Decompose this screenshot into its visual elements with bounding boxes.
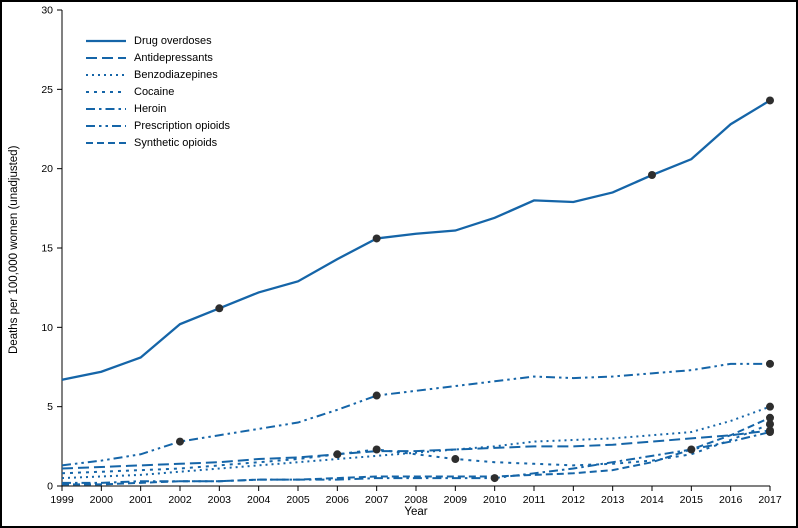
legend-item-drug-overdoses: Drug overdoses: [86, 32, 230, 49]
x-tick-label: 2013: [601, 494, 625, 506]
legend-label-prescription-opioids: Prescription opioids: [134, 119, 230, 132]
x-tick-label: 2002: [168, 494, 192, 506]
x-tick-label: 2003: [208, 494, 232, 506]
joinpoint-marker-synthetic-opioids: [766, 413, 774, 422]
legend-line-sample-drug-overdoses: [86, 39, 126, 42]
x-tick-label: 2006: [326, 494, 350, 506]
legend-label-antidepressants: Antidepressants: [134, 51, 213, 64]
legend-item-synthetic-opioids: Synthetic opioids: [86, 134, 230, 151]
x-tick-label: 2004: [247, 494, 271, 506]
series-line-antidepressants: [61, 429, 771, 470]
legend-line-sample-benzodiazepines: [86, 73, 126, 76]
legend-line-sample-heroin: [86, 107, 126, 110]
joinpoint-marker-prescription-opioids: [176, 437, 184, 446]
x-tick-label: 2001: [129, 494, 153, 506]
joinpoint-marker-prescription-opioids: [372, 391, 381, 400]
joinpoint-marker-cocaine: [766, 420, 774, 429]
series-line-cocaine: [61, 423, 771, 475]
y-tick-label: 20: [41, 163, 53, 175]
joinpoint-marker-heroin: [766, 428, 774, 437]
y-tick-label: 30: [41, 5, 53, 17]
joinpoint-marker-synthetic-opioids: [687, 445, 696, 454]
joinpoint-marker-cocaine: [451, 455, 460, 464]
series-line-prescription-opioids: [61, 362, 770, 467]
x-tick-label: 2005: [286, 494, 310, 506]
legend-item-heroin: Heroin: [86, 100, 230, 117]
x-tick-label: 2015: [680, 494, 704, 506]
joinpoint-marker-drug-overdoses: [372, 234, 381, 243]
x-tick-label: 2010: [483, 494, 507, 506]
y-tick-label: 5: [47, 401, 53, 413]
legend-label-synthetic-opioids: Synthetic opioids: [134, 136, 218, 149]
joinpoint-marker-cocaine: [372, 445, 381, 454]
x-tick-label: 2008: [404, 494, 428, 506]
y-axis-title: Deaths per 100,000 women (unadjusted): [8, 145, 20, 355]
chart-legend: Drug overdoses Antidepressants Benzodiazep…: [86, 32, 230, 151]
y-tick-label: 15: [41, 243, 53, 255]
joinpoint-marker-drug-overdoses: [766, 96, 774, 105]
x-tick-label: 2016: [719, 494, 743, 506]
series-line-benzodiazepines: [61, 405, 771, 480]
series-line-synthetic-opioids: [62, 416, 771, 486]
legend-line-sample-cocaine: [86, 90, 126, 93]
legend-label-benzodiazepines: Benzodiazepines: [134, 68, 218, 81]
x-axis-title: Year: [404, 506, 428, 518]
legend-line-sample-synthetic-opioids: [86, 141, 126, 144]
legend-line-sample-prescription-opioids: [86, 124, 126, 127]
x-tick-label: 2012: [562, 494, 586, 506]
legend-label-heroin: Heroin: [134, 102, 167, 115]
x-tick-label: 2009: [444, 494, 468, 506]
legend-label-cocaine: Cocaine: [134, 85, 175, 98]
legend-label-drug-overdoses: Drug overdoses: [134, 34, 212, 47]
joinpoint-marker-prescription-opioids: [766, 359, 774, 368]
x-tick-label: 1999: [50, 494, 74, 506]
x-tick-label: 2011: [523, 494, 546, 506]
x-tick-label: 2007: [365, 494, 389, 506]
legend-item-antidepressants: Antidepressants: [86, 49, 230, 66]
legend-item-prescription-opioids: Prescription opioids: [86, 117, 230, 134]
legend-item-cocaine: Cocaine: [86, 83, 230, 100]
joinpoint-marker-antidepressants: [333, 450, 342, 459]
joinpoint-marker-heroin: [490, 474, 499, 483]
x-tick-label: 2017: [758, 494, 782, 506]
joinpoint-marker-benzodiazepines: [766, 402, 774, 411]
y-tick-label: 25: [41, 84, 53, 96]
series-line-heroin: [62, 431, 771, 484]
joinpoint-marker-drug-overdoses: [648, 171, 656, 180]
joinpoint-marker-drug-overdoses: [215, 304, 224, 313]
legend-line-sample-antidepressants: [86, 56, 126, 59]
legend-item-benzodiazepines: Benzodiazepines: [86, 66, 230, 83]
y-tick-label: 10: [41, 322, 53, 334]
x-tick-label: 2014: [640, 494, 664, 506]
y-tick-label: 0: [47, 481, 53, 493]
x-tick-label: 2000: [90, 494, 114, 506]
